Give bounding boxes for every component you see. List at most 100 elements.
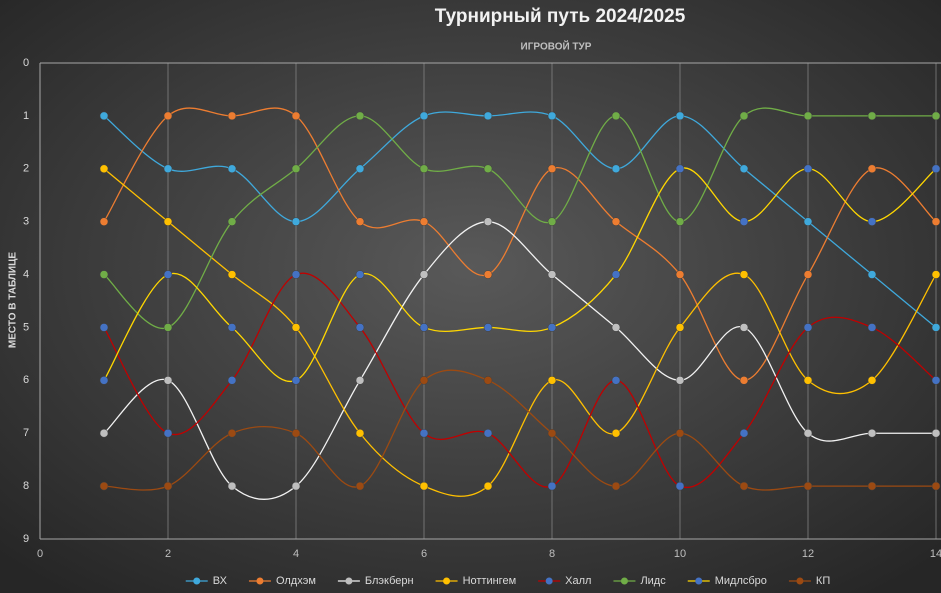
marker — [867, 428, 877, 438]
marker — [163, 270, 173, 279]
legend-label: Блэкберн — [365, 575, 414, 587]
marker — [99, 270, 109, 279]
marker — [803, 111, 813, 121]
y-tick-label: 9 — [23, 533, 29, 545]
marker — [547, 217, 557, 226]
marker — [803, 323, 813, 332]
marker — [611, 428, 621, 438]
marker — [739, 217, 749, 226]
marker — [227, 376, 237, 385]
marker — [163, 428, 173, 438]
y-tick-label: 7 — [23, 427, 29, 439]
marker — [867, 323, 877, 332]
marker — [483, 428, 493, 438]
marker — [611, 111, 621, 121]
marker — [931, 111, 941, 121]
legend-marker — [796, 577, 804, 585]
marker — [675, 217, 685, 226]
legend-marker — [545, 577, 553, 585]
marker — [99, 164, 109, 174]
marker — [227, 270, 237, 279]
series-line — [103, 369, 936, 491]
y-tick-label: 8 — [23, 480, 29, 492]
marker — [803, 376, 813, 385]
marker — [419, 428, 429, 438]
marker — [931, 270, 941, 279]
marker — [163, 376, 173, 385]
marker — [611, 323, 621, 332]
marker — [291, 217, 301, 226]
marker — [803, 164, 813, 174]
y-axis-title: МЕСТО В ТАБЛИЦЕ — [8, 252, 19, 349]
marker — [931, 376, 941, 385]
marker — [99, 217, 109, 226]
legend-item: Мидлсбро — [687, 575, 767, 587]
legend-label: Мидлсбро — [715, 575, 767, 587]
marker — [675, 164, 685, 174]
marker — [227, 481, 237, 491]
series-line — [103, 168, 937, 497]
marker — [611, 481, 621, 491]
marker — [163, 111, 173, 121]
marker — [419, 111, 429, 121]
marker — [611, 270, 621, 279]
marker — [419, 164, 429, 174]
series-line — [103, 107, 937, 381]
marker — [419, 481, 429, 491]
legend-label: КП — [816, 575, 830, 587]
marker — [483, 164, 493, 174]
marker — [739, 111, 749, 121]
marker — [99, 428, 109, 438]
marker — [675, 270, 685, 279]
marker — [931, 164, 941, 174]
x-tick-label: 8 — [549, 548, 555, 560]
marker — [483, 270, 493, 279]
marker — [931, 428, 941, 438]
marker — [291, 376, 301, 385]
marker — [291, 428, 301, 438]
marker — [611, 217, 621, 226]
marker — [547, 111, 557, 121]
marker — [739, 323, 749, 332]
marker — [675, 323, 685, 332]
marker — [227, 428, 237, 438]
x-tick-label: 6 — [421, 548, 427, 560]
chart-title: Турнирный путь 2024/2025 — [435, 6, 686, 27]
legend-marker — [620, 577, 628, 585]
legend-marker — [695, 577, 703, 585]
marker — [547, 164, 557, 174]
marker — [867, 164, 877, 174]
legend-marker — [256, 577, 264, 585]
marker — [739, 164, 749, 174]
marker — [355, 323, 365, 332]
marker — [867, 217, 877, 226]
legend-marker — [345, 577, 353, 585]
marker — [803, 428, 813, 438]
y-tick-label: 6 — [23, 374, 29, 386]
marker — [355, 270, 365, 279]
marker — [163, 217, 173, 226]
y-tick-label: 0 — [23, 57, 29, 69]
marker — [291, 323, 301, 332]
legend-item: Ноттингем — [435, 575, 516, 587]
marker — [355, 376, 365, 385]
marker — [547, 323, 557, 332]
marker — [547, 481, 557, 491]
marker — [99, 111, 109, 121]
marker — [483, 323, 493, 332]
legend-label: Лидс — [640, 575, 666, 587]
marker — [611, 376, 621, 385]
legend-item: ВХ — [185, 575, 228, 587]
marker — [931, 481, 941, 491]
marker — [483, 111, 493, 121]
legend-marker — [443, 577, 451, 585]
legend-item: Халл — [538, 575, 591, 587]
marker — [355, 164, 365, 174]
x-axis-title: ИГРОВОЙ ТУР — [521, 40, 592, 53]
legend-label: Халл — [565, 575, 591, 587]
marker — [867, 376, 877, 385]
marker — [739, 428, 749, 438]
y-tick-label: 4 — [23, 268, 29, 280]
